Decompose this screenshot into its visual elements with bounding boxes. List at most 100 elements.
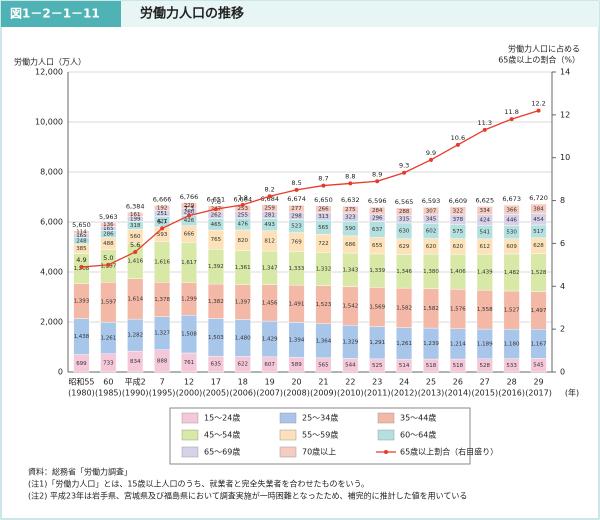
bar-segment	[423, 206, 439, 216]
y2-tick-label: 12	[560, 110, 570, 119]
line-point	[375, 179, 380, 184]
segment-label: 628	[533, 243, 544, 249]
segment-label: 637	[372, 227, 383, 233]
legend-marker	[384, 450, 388, 454]
x-tick-sublabel: (1995)	[149, 389, 176, 398]
segment-label: 1,438	[74, 334, 90, 340]
segment-label: 1,346	[396, 269, 412, 275]
total-label: 6,596	[368, 197, 387, 205]
segment-label: 385	[76, 246, 87, 252]
x-tick-label: 昭和55	[68, 378, 94, 387]
bar-segment	[100, 222, 117, 227]
segment-label: 1,558	[477, 307, 493, 313]
segment-label: 1,261	[396, 341, 412, 347]
segment-label: 761	[184, 360, 195, 366]
bar-segment	[181, 202, 197, 209]
segment-label: 699	[76, 361, 87, 367]
y2-tick-label: 6	[560, 239, 565, 248]
segment-label: 298	[291, 213, 302, 219]
segment-label: 812	[264, 238, 275, 244]
total-label: 6,650	[314, 196, 333, 204]
segment-label: 629	[399, 244, 410, 250]
x-tick-sublabel: (2006)	[229, 389, 256, 398]
segment-label: 722	[318, 241, 329, 247]
y-tick-label: 6,000	[40, 218, 63, 227]
segment-label: 1,332	[316, 267, 332, 273]
segment-label: 262	[211, 213, 222, 219]
segment-label: 1,429	[262, 336, 278, 342]
segment-label: 1,299	[181, 297, 197, 303]
bar-segment	[449, 206, 466, 216]
line-label: 10.6	[451, 134, 465, 142]
y2-tick-label: 0	[560, 368, 565, 377]
total-label: 6,625	[475, 196, 494, 204]
segment-label: 286	[103, 232, 114, 238]
segment-label: 454	[533, 217, 544, 223]
line-label: 6.7	[157, 217, 167, 225]
y-tick-label: 4,000	[40, 268, 63, 277]
total-label: 6,651	[207, 196, 226, 204]
total-label: 5,650	[72, 221, 91, 229]
line-point	[240, 202, 245, 207]
line-label: 7.6	[211, 198, 221, 206]
segment-label: 1,291	[369, 340, 385, 346]
segment-label: 1,364	[316, 338, 332, 344]
segment-label: 1,343	[342, 267, 358, 273]
segment-label: 1,392	[208, 264, 224, 270]
segment-label: 635	[211, 362, 222, 368]
segment-label: 1,582	[396, 305, 412, 311]
segment-label: 318	[130, 223, 141, 229]
segment-label: 1,617	[181, 260, 197, 266]
x-tick-label: 29	[533, 378, 543, 387]
segment-label: 1,214	[450, 341, 466, 347]
line-label: 8.9	[372, 170, 382, 178]
chart-title: 労働力人口の推移	[140, 6, 244, 22]
x-tick-label: 18	[238, 378, 248, 387]
y-tick-label: 2,000	[40, 318, 63, 327]
segment-label: 1,261	[100, 335, 116, 341]
segment-label: 533	[506, 363, 517, 369]
x-tick-label: 27	[480, 378, 490, 387]
line-point	[160, 226, 165, 231]
segment-label: 136	[103, 222, 114, 228]
line-point	[509, 117, 514, 122]
segment-label: 1,347	[262, 265, 278, 271]
total-label: 6,609	[449, 197, 468, 205]
segment-label: 620	[426, 244, 437, 250]
segment-label: 488	[103, 241, 114, 247]
x-tick-label: 7	[160, 378, 165, 387]
total-label: 6,666	[153, 195, 172, 203]
segment-label: 530	[506, 230, 517, 236]
segment-label: 259	[264, 206, 275, 212]
line-label: 9.3	[399, 162, 409, 170]
x-tick-label: 17	[211, 378, 221, 387]
segment-label: 1,393	[74, 299, 90, 305]
segment-label: 655	[372, 243, 383, 249]
segment-label: 1,569	[369, 304, 385, 310]
segment-label: 161	[130, 212, 141, 218]
segment-label: 322	[453, 208, 464, 214]
total-label: 6,384	[126, 202, 145, 210]
line-point	[455, 142, 460, 147]
legend-swatch	[279, 446, 297, 458]
segment-label: 545	[533, 363, 544, 369]
total-label: 6,684	[260, 195, 279, 203]
segment-label: 888	[157, 358, 168, 364]
legend-label: 45～54歳	[204, 430, 240, 440]
segment-label: 1,528	[531, 270, 547, 276]
note: (注1)「労働力人口」とは、15歳以上人口のうち、就業者と完全失業者を合わせたも…	[28, 479, 369, 489]
legend-swatch	[377, 412, 395, 424]
line-point	[482, 127, 487, 132]
segment-label: 1,597	[100, 300, 116, 306]
segment-label: 253	[238, 206, 249, 212]
segment-label: 1,497	[531, 308, 547, 314]
segment-label: 590	[345, 226, 356, 232]
x-tick-sublabel: (1985)	[95, 389, 122, 398]
segment-label: 266	[318, 207, 329, 213]
figure-number-box	[1, 1, 121, 27]
segment-label: 609	[506, 244, 517, 250]
x-tick-label: 25	[426, 378, 436, 387]
segment-label: 1,339	[369, 268, 385, 274]
legend-swatch	[181, 429, 199, 441]
line-label: 7.3	[184, 205, 194, 213]
